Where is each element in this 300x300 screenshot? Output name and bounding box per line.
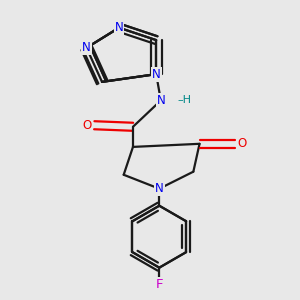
Text: N: N xyxy=(157,94,165,107)
Text: N: N xyxy=(152,68,161,81)
Text: O: O xyxy=(237,137,247,150)
Text: O: O xyxy=(82,119,91,132)
Text: N: N xyxy=(82,41,91,54)
Text: –H: –H xyxy=(178,95,192,106)
Text: N: N xyxy=(155,182,164,195)
Text: N: N xyxy=(115,21,123,34)
Text: F: F xyxy=(155,278,163,291)
